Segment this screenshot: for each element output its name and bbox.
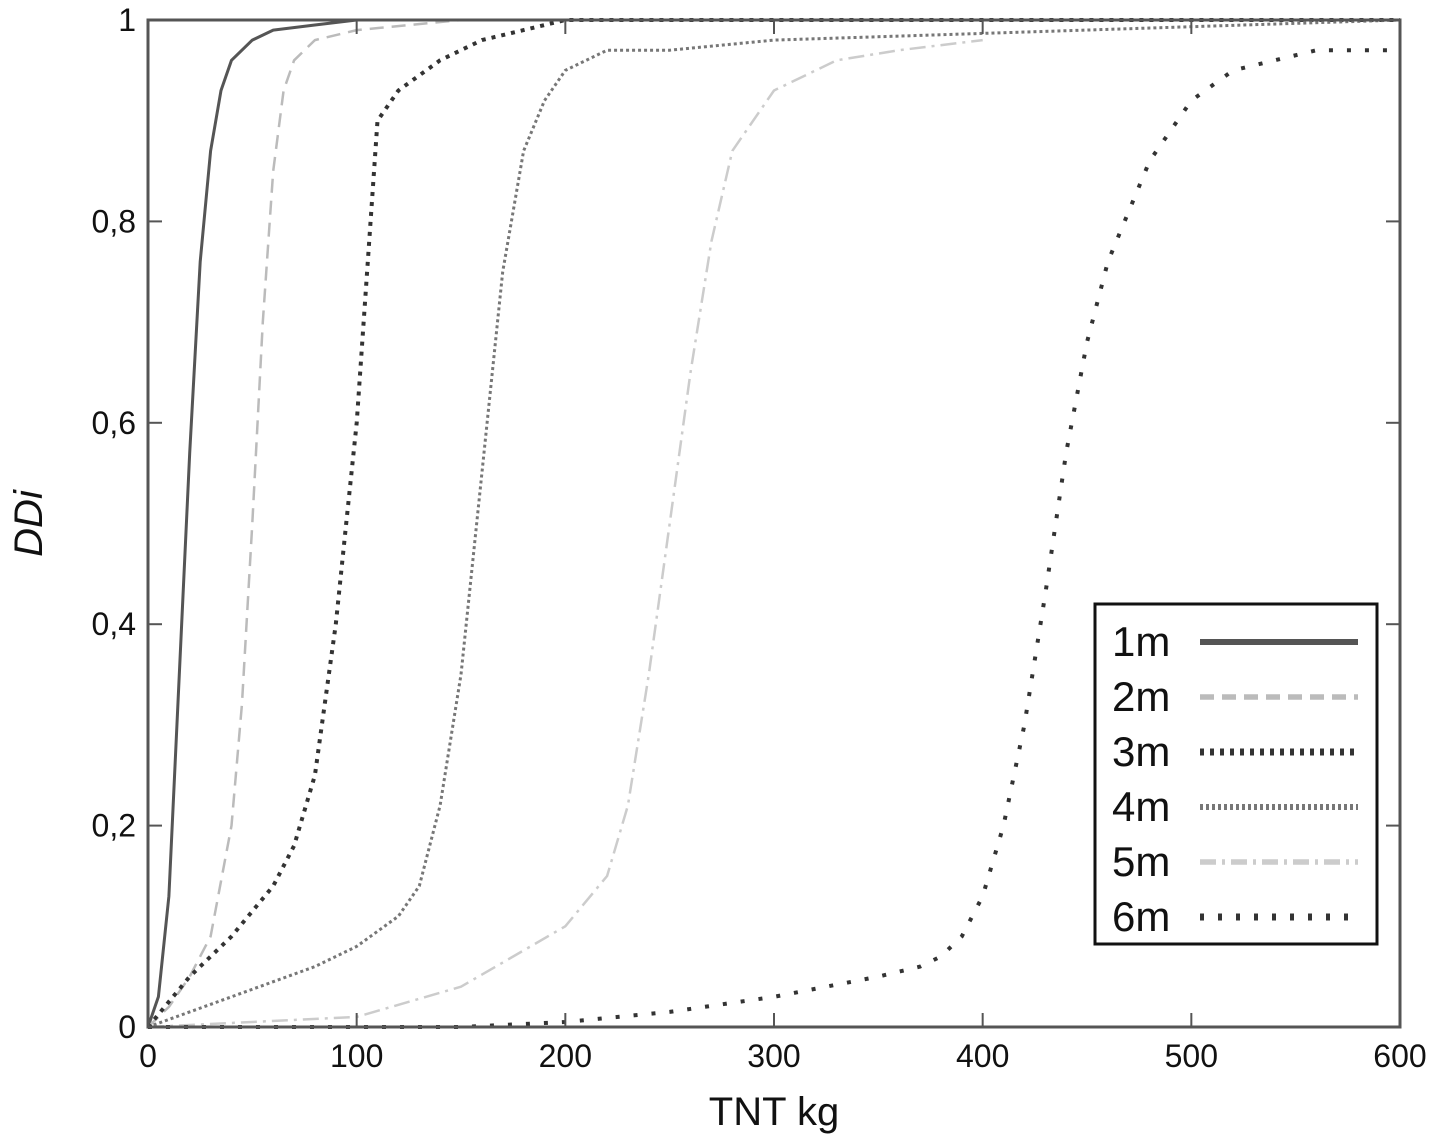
axis-tick-labels: 0 100 200 300 400 500 600 0 0,2 0,4 0,6 0,8 1: [92, 2, 1427, 1074]
y-tick-label: 0,8: [92, 203, 136, 239]
legend-label-4m: 4m: [1112, 783, 1170, 830]
legend-label-2m: 2m: [1112, 673, 1170, 720]
x-tick-label: 200: [539, 1038, 592, 1074]
x-axis-title: TNT kg: [709, 1090, 839, 1134]
y-tick-label: 0,6: [92, 405, 136, 441]
legend-label-1m: 1m: [1112, 618, 1170, 665]
legend-label-5m: 5m: [1112, 838, 1170, 885]
x-tick-label: 400: [956, 1038, 1009, 1074]
y-tick-label: 0: [118, 1009, 136, 1045]
series-layer: [146, 18, 1401, 1029]
x-tick-label: 0: [139, 1038, 157, 1074]
axis-ticks: [147, 19, 1401, 1028]
legend-box: [1093, 602, 1379, 946]
series-line-3m: [146, 18, 1400, 1029]
y-tick-label: 1: [118, 2, 136, 38]
legend-label-3m: 3m: [1112, 728, 1170, 775]
y-tick-label: 0,4: [92, 606, 136, 642]
series-line-1m: [146, 18, 378, 1028]
series-line-4m: [147, 18, 1401, 1029]
legend: 1m 2m 3m 4m 5m 6m: [1093, 602, 1379, 946]
y-axis-title: DDi: [7, 489, 51, 557]
x-tick-label: 600: [1373, 1038, 1426, 1074]
y-tick-label: 0,2: [92, 808, 136, 844]
legend-label-6m: 6m: [1112, 893, 1170, 940]
x-tick-label: 100: [330, 1038, 383, 1074]
series-line-2m: [147, 18, 1400, 1028]
x-tick-label: 500: [1165, 1038, 1218, 1074]
x-tick-label: 300: [747, 1038, 800, 1074]
